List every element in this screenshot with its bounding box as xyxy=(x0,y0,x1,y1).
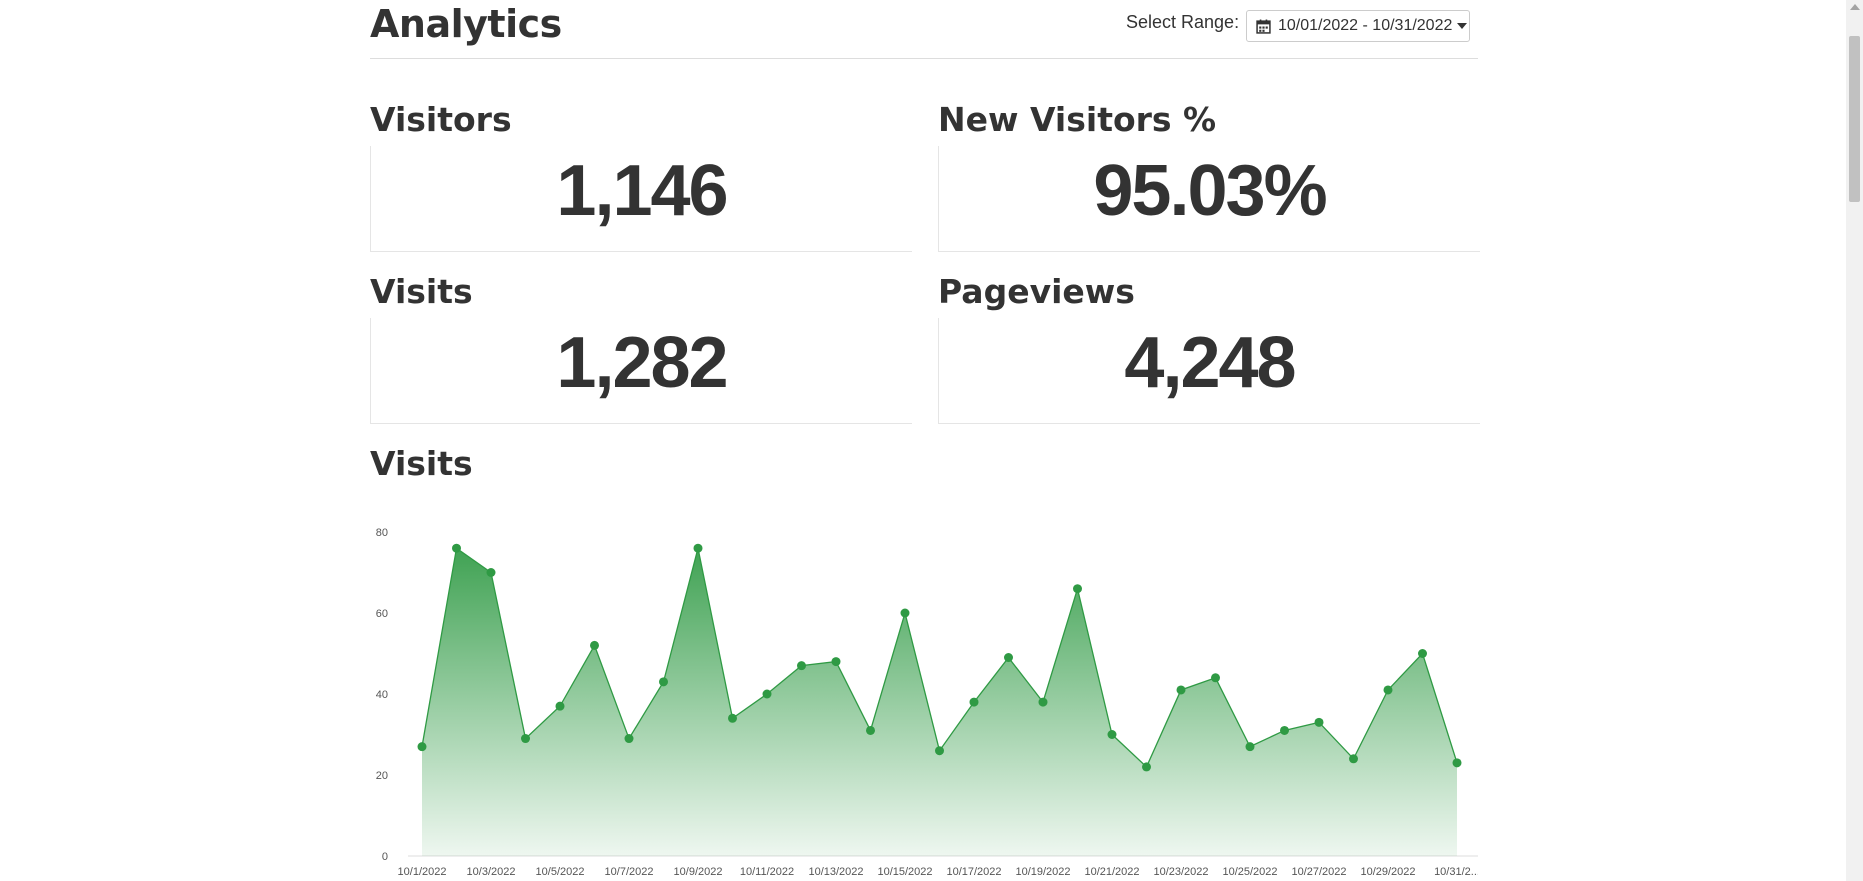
data-point xyxy=(486,568,496,577)
stat-visitors-label: Visitors xyxy=(370,100,512,139)
scroll-up-arrow-icon[interactable] xyxy=(1850,4,1860,10)
data-point xyxy=(1142,762,1151,772)
vertical-scrollbar[interactable] xyxy=(1846,0,1863,881)
x-tick-label: 10/21/2022 xyxy=(1084,866,1139,878)
data-point xyxy=(555,701,565,711)
data-point xyxy=(417,742,427,752)
visits-chart-title: Visits xyxy=(370,444,473,483)
data-point xyxy=(624,734,634,744)
x-tick-label: 10/15/2022 xyxy=(877,866,932,878)
x-tick-label: 10/19/2022 xyxy=(1015,866,1070,878)
data-point xyxy=(1245,742,1255,752)
data-point xyxy=(693,543,703,553)
data-point xyxy=(1280,725,1289,735)
data-point xyxy=(1452,758,1462,768)
date-range-value: 10/01/2022 - 10/31/2022 xyxy=(1278,17,1453,34)
x-tick-label: 10/29/2022 xyxy=(1360,866,1415,878)
x-tick-label: 10/31/2... xyxy=(1434,866,1478,878)
data-point xyxy=(1107,730,1117,739)
stat-visitors-value: 1,146 xyxy=(556,151,728,231)
data-point xyxy=(900,608,910,618)
data-point xyxy=(659,677,668,687)
data-point xyxy=(935,746,944,756)
stat-visits-label: Visits xyxy=(370,272,473,311)
visits-chart: 0 20 40 60 80 10/1/2022 10/3/2022 10/5/2022 10/7… xyxy=(376,527,1478,878)
data-point xyxy=(969,697,979,707)
stat-visits-box: 1,282 xyxy=(370,318,912,424)
page-header: Analytics Select Range: 10/01/2022 - 10/… xyxy=(370,0,1478,59)
x-tick-label: 10/1/2022 xyxy=(398,866,447,878)
stat-visits-value: 1,282 xyxy=(556,323,728,403)
x-tick-label: 10/3/2022 xyxy=(467,866,516,878)
stat-pageviews-box: 4,248 xyxy=(938,318,1480,424)
data-point xyxy=(452,543,461,553)
x-tick-label: 10/5/2022 xyxy=(536,866,585,878)
data-point xyxy=(762,689,772,699)
date-range-picker[interactable]: 10/01/2022 - 10/31/2022 xyxy=(1246,10,1470,42)
x-tick-label: 10/23/2022 xyxy=(1153,866,1208,878)
stat-pageviews-value: 4,248 xyxy=(1124,323,1296,403)
x-tick-label: 10/17/2022 xyxy=(946,866,1001,878)
x-tick-label: 10/27/2022 xyxy=(1291,866,1346,878)
select-range-label: Select Range: xyxy=(1126,12,1240,32)
stat-new-visitors-value: 95.03% xyxy=(1093,151,1327,231)
stat-visitors-box: 1,146 xyxy=(370,146,912,252)
data-point xyxy=(1383,685,1393,695)
data-point xyxy=(797,661,806,671)
data-point xyxy=(1211,673,1220,683)
y-tick-label: 80 xyxy=(376,527,388,539)
y-tick-label: 40 xyxy=(376,689,388,701)
scrollbar-thumb[interactable] xyxy=(1849,36,1860,202)
stat-new-visitors-label: New Visitors % xyxy=(938,100,1217,139)
data-point xyxy=(1314,717,1324,727)
stat-pageviews-label: Pageviews xyxy=(938,272,1135,311)
x-tick-label: 10/7/2022 xyxy=(605,866,654,878)
visits-area xyxy=(422,548,1457,856)
y-tick-label: 0 xyxy=(382,851,388,863)
caret-down-icon xyxy=(1457,23,1468,29)
data-point xyxy=(521,734,530,744)
x-tick-label: 10/25/2022 xyxy=(1222,866,1277,878)
x-tick-label: 10/13/2022 xyxy=(808,866,863,878)
stat-new-visitors-box: 95.03% xyxy=(938,146,1480,252)
y-tick-label: 20 xyxy=(376,770,388,782)
data-point xyxy=(831,657,841,667)
page-title: Analytics xyxy=(370,2,562,46)
data-point xyxy=(590,640,599,650)
main-container: Analytics Select Range: 10/01/2022 - 10/… xyxy=(370,0,1480,878)
data-point xyxy=(728,713,737,723)
x-tick-label: 10/11/2022 xyxy=(740,866,794,878)
x-tick-label: 10/9/2022 xyxy=(674,866,723,878)
data-point xyxy=(1349,754,1358,764)
data-point xyxy=(1038,697,1048,707)
data-point xyxy=(1418,649,1427,658)
data-point xyxy=(866,725,875,735)
data-point xyxy=(1073,584,1082,594)
data-point xyxy=(1176,685,1186,695)
data-point xyxy=(1004,653,1013,663)
calendar-icon xyxy=(1256,19,1271,34)
y-tick-label: 60 xyxy=(376,608,388,620)
